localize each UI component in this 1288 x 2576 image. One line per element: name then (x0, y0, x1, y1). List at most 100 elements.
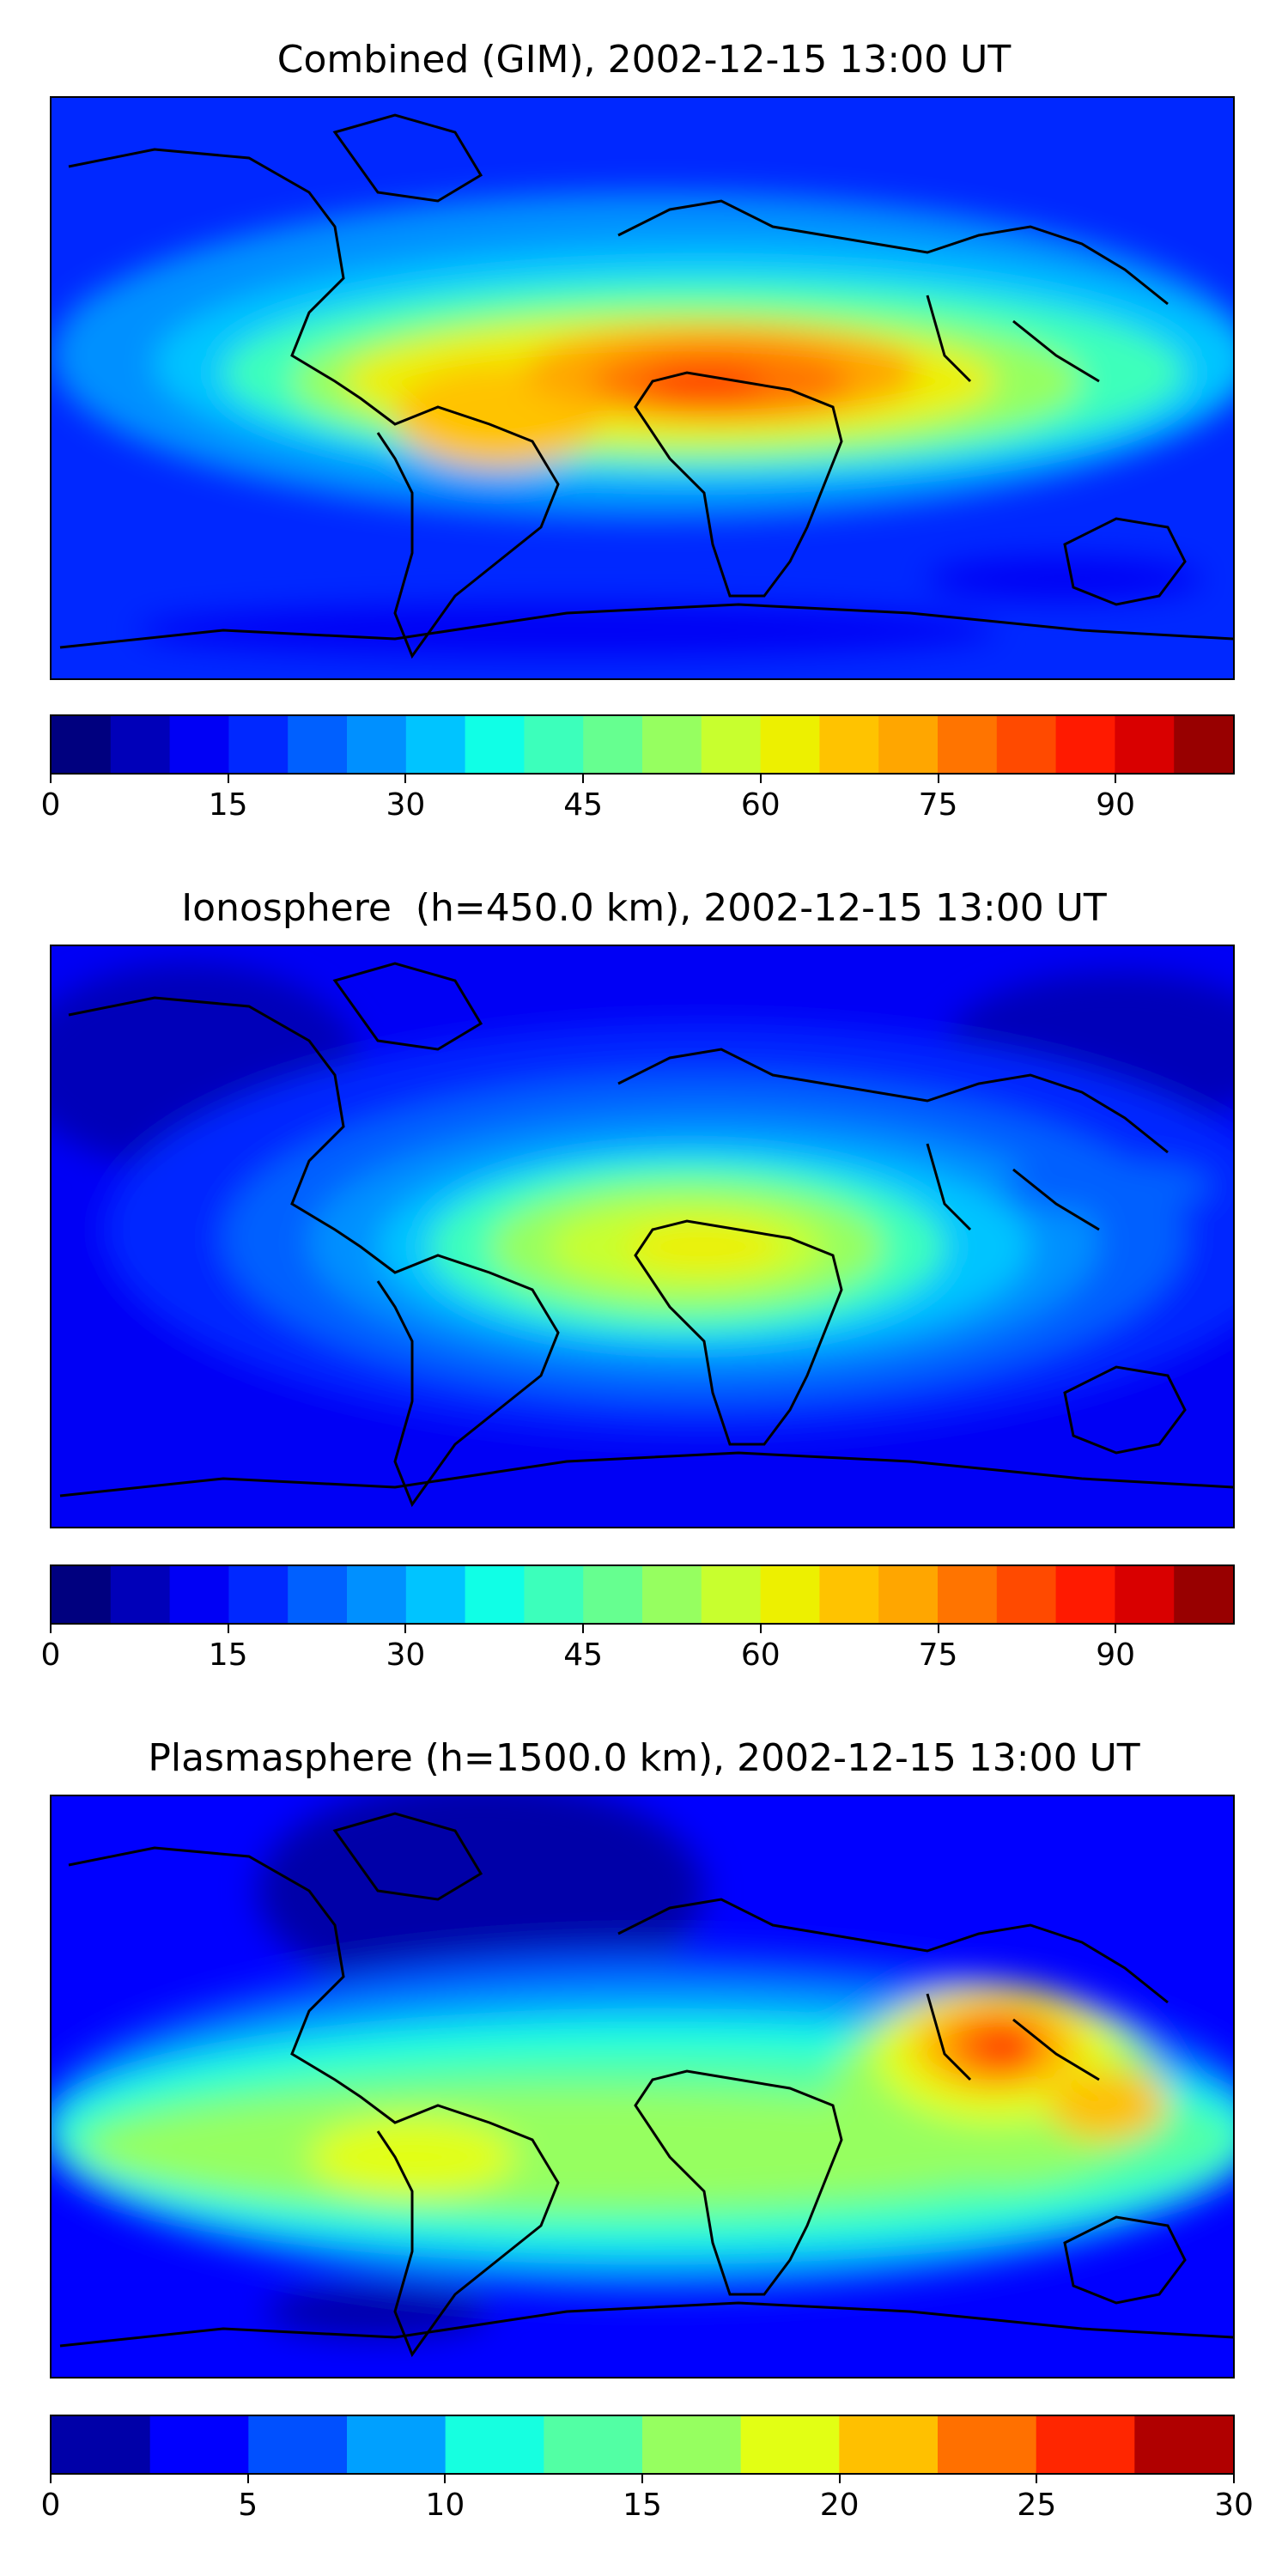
colorbar-swatch (938, 1566, 998, 1623)
colorbar-swatch (465, 716, 525, 773)
map-plasmasphere (50, 1795, 1235, 2379)
colorbar-swatch (248, 2416, 348, 2473)
colorbar-tick-mark (937, 775, 939, 783)
colorbar-tick-mark (1115, 775, 1117, 783)
colorbar-swatch (878, 716, 939, 773)
colorbar-tick-mark (582, 1625, 585, 1633)
colorbar-tick-label: 45 (563, 1637, 603, 1673)
colorbar-tick-label: 15 (208, 787, 248, 823)
colorbar-swatch (405, 1566, 466, 1623)
colorbar-tick-mark (1233, 2475, 1235, 2483)
colorbar-tick-label: 60 (740, 787, 781, 823)
colorbar-tick-label: 90 (1096, 1637, 1136, 1673)
colorbar-swatch (52, 716, 112, 773)
colorbar-swatch (1115, 716, 1175, 773)
colorbar-swatch (347, 716, 407, 773)
colorbar-swatch (642, 1566, 702, 1623)
colorbar-swatch (1115, 1566, 1175, 1623)
colorbar-swatch (583, 1566, 643, 1623)
colorbar-tick-mark (50, 1625, 52, 1633)
colorbar-tick-mark (937, 1625, 939, 1633)
colorbar-tick-label: 30 (1214, 2488, 1254, 2523)
colorbar-swatch (878, 1566, 939, 1623)
colorbar-tick-label: 45 (563, 787, 603, 823)
colorbar-tick-mark (1036, 2475, 1038, 2483)
coastlines-combined (59, 113, 1233, 659)
colorbar-tick-mark (759, 1625, 762, 1633)
colorbar-swatch (1055, 716, 1115, 773)
map-combined (50, 96, 1235, 680)
colorbar-tick-mark (227, 1625, 229, 1633)
colorbar-swatches-combined (52, 716, 1233, 773)
colorbar-ticks-plasmasphere: 0 5 10 15 20 25 30 (41, 2475, 1254, 2526)
map-ionosphere (50, 945, 1235, 1528)
colorbar-tick-mark (50, 2475, 52, 2483)
panel-title-combined: Combined (GIM), 2002-12-15 13:00 UT (276, 38, 1012, 82)
colorbar-swatches-ionosphere (52, 1566, 1233, 1623)
tec-contour-map-ionosphere (52, 946, 1233, 1527)
colorbar-swatch (110, 1566, 171, 1623)
colorbar-tick-label: 25 (1017, 2488, 1057, 2523)
colorbar-swatch (288, 716, 348, 773)
panel-title-plasmasphere: Plasmasphere (h=1500.0 km), 2002-12-15 1… (148, 1736, 1140, 1780)
colorbar-swatch (445, 2416, 544, 2473)
colorbar-tick-mark (50, 775, 52, 783)
colorbar-tick-label: 30 (386, 1637, 426, 1673)
colorbar-swatch (228, 716, 289, 773)
colorbar-tick-mark (246, 2475, 249, 2483)
colorbar-swatch (169, 1566, 229, 1623)
colorbar-tick-label: 10 (425, 2488, 465, 2523)
colorbar-tick-label: 60 (740, 1637, 781, 1673)
colorbar-tick-mark (759, 775, 762, 783)
colorbar-swatch (996, 1566, 1057, 1623)
colorbar-swatch (405, 716, 466, 773)
colorbar-swatch (760, 1566, 820, 1623)
tec-contour-map-combined (52, 98, 1233, 678)
colorbar-swatch (583, 716, 643, 773)
colorbar-tick-label: 0 (40, 2488, 61, 2523)
colorbar-tick-mark (444, 2475, 447, 2483)
colorbar-swatch (701, 716, 762, 773)
tec-contour-map-plasmasphere (52, 1796, 1233, 2377)
colorbar-swatch (839, 2416, 939, 2473)
colorbar-swatch (52, 1566, 112, 1623)
colorbar-tick-mark (404, 775, 407, 783)
colorbar-swatch (740, 2416, 840, 2473)
colorbar-swatch (1055, 1566, 1115, 1623)
colorbar-combined (50, 714, 1235, 775)
colorbar-tick-mark (1115, 1625, 1117, 1633)
colorbar-swatch (1174, 716, 1233, 773)
colorbar-ticks-combined: 0 15 30 45 60 75 90 (41, 775, 1235, 826)
colorbar-plasmasphere (50, 2415, 1235, 2475)
colorbar-swatch (544, 2416, 643, 2473)
colorbar-tick-mark (404, 1625, 407, 1633)
colorbar-tick-mark (227, 775, 229, 783)
colorbar-tick-label: 0 (40, 1637, 61, 1673)
colorbar-tick-label: 0 (40, 787, 61, 823)
colorbar-swatch (701, 1566, 762, 1623)
colorbar-swatch (288, 1566, 348, 1623)
colorbar-swatch (1134, 2416, 1233, 2473)
colorbar-swatch (52, 2416, 151, 2473)
colorbar-swatches-plasmasphere (52, 2416, 1233, 2473)
colorbar-ticks-ionosphere: 0 15 30 45 60 75 90 (41, 1625, 1235, 1676)
colorbar-tick-label: 15 (208, 1637, 248, 1673)
colorbar-swatch (347, 2416, 447, 2473)
colorbar-swatch (1036, 2416, 1135, 2473)
colorbar-swatch (524, 1566, 584, 1623)
colorbar-swatch (938, 716, 998, 773)
colorbar-swatch (465, 1566, 525, 1623)
colorbar-tick-mark (838, 2475, 841, 2483)
colorbar-swatch (642, 716, 702, 773)
colorbar-swatch (938, 2416, 1037, 2473)
colorbar-swatch (1174, 1566, 1233, 1623)
colorbar-swatch (819, 1566, 879, 1623)
colorbar-tick-label: 15 (623, 2488, 662, 2523)
colorbar-swatch (110, 716, 171, 773)
colorbar-swatch (819, 716, 879, 773)
colorbar-tick-mark (641, 2475, 643, 2483)
colorbar-tick-label: 75 (918, 1637, 958, 1673)
colorbar-tick-label: 90 (1096, 787, 1136, 823)
colorbar-tick-mark (582, 775, 585, 783)
colorbar-swatch (524, 716, 584, 773)
